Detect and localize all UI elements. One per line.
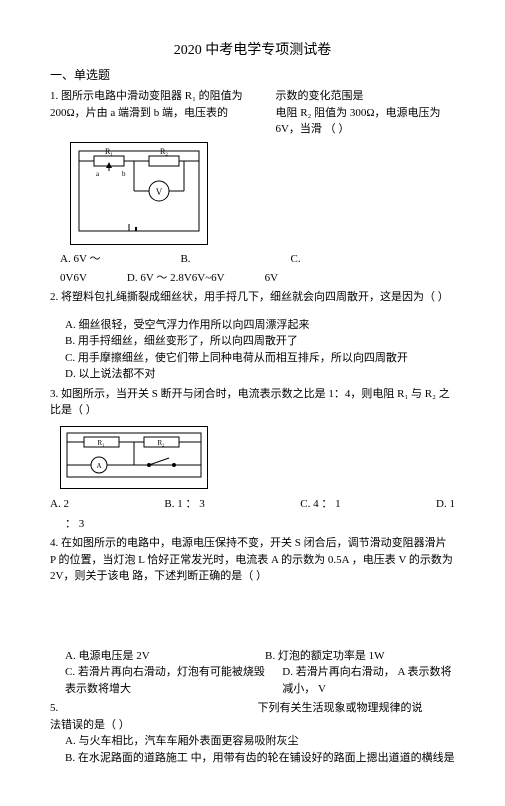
q2-opt-c: C. 用手摩擦细丝，使它们带上同种电荷从而相互排斥，所以向四周散开 xyxy=(65,350,455,367)
q1-stem-row: 1. 图所示电路中滑动变阻器 R₁ 的阻值为200Ω，片由 a 端滑到 b 端，… xyxy=(50,88,455,138)
q1-opt-b: B. xyxy=(180,251,190,268)
q1-opt-a: A. 6V ～ xyxy=(60,251,100,268)
q2-stem: 2. 将塑料包扎绳撕裂成细丝状，用手捋几下，细丝就会向四周散开，这是因为（ ） xyxy=(50,289,455,306)
q5-left: 5. 法错误的是（ ） xyxy=(50,700,248,733)
q4-diagram-placeholder xyxy=(50,588,455,648)
q3-r1-label: R₁ xyxy=(97,439,104,447)
a-label: a xyxy=(96,170,100,178)
q1-opt-c: C. xyxy=(291,251,301,268)
q1-opt-d: D. 6V ～ 2.8V6V~6V xyxy=(127,270,225,287)
q3-a-label: A xyxy=(96,462,101,470)
q4-stem: 4. 在如图所示的电路中，电源电压保持不变，开关 S 闭合后，调节滑动变阻器滑片… xyxy=(50,535,455,585)
r1-label: R₁ xyxy=(105,147,113,156)
page-title: 2020 中考电学专项测试卷 xyxy=(50,40,455,61)
q3-opt-a: A. 2 xyxy=(50,496,69,513)
q4-opt-d: D. 若滑片再向右滑动， A 表示数将减小， V xyxy=(282,664,455,697)
q1-circuit-diagram: R₁ R₂ a b V xyxy=(70,142,208,246)
q3-circuit-diagram: R₁ R₂ A xyxy=(60,426,208,490)
q3-opt-c: C. 4 ： 1 xyxy=(300,496,340,513)
r2-label: R₂ xyxy=(160,147,168,156)
b-label: b xyxy=(122,170,126,178)
q2-opt-a: A. 细丝很轻，受空气浮力作用所以向四周漂浮起来 xyxy=(65,317,455,334)
q3-opt-b: B. 1 ： 3 xyxy=(164,496,204,513)
q5-right: 下列有关生活现象或物理规律的说 xyxy=(258,700,456,733)
q1-stem-right: 示数的变化范围是 电阻 R₂ 阻值为 300Ω，电源电压为6V，当滑 （ ） xyxy=(275,88,455,138)
q2-opt-b: B. 用手捋细丝，细丝变形了，所以向四周散开了 xyxy=(65,333,455,350)
q1-stem-left: 1. 图所示电路中滑动变阻器 R₁ 的阻值为200Ω，片由 a 端滑到 b 端，… xyxy=(50,88,265,138)
q4-opt-b: B. 灯泡的额定功率是 1W xyxy=(265,648,455,665)
q3-opt-d: D. 1 xyxy=(436,496,455,513)
v-label: V xyxy=(156,187,163,197)
q3-r2-label: R₂ xyxy=(157,439,165,447)
q5-opt-a: A. 与火车相比，汽车车厢外表面更容易吸附灰尘 xyxy=(65,733,455,750)
q1-opt-a2: 0V6V xyxy=(60,270,87,287)
section-1-header: 一、单选题 xyxy=(50,66,455,84)
q2-opt-d: D. 以上说法都不对 xyxy=(65,366,455,383)
q1-options: A. 6V ～ B. C. 0V6V D. 6V ～ 2.8V6V~6V 6V xyxy=(50,251,455,286)
q1-opt-c2: 6V xyxy=(265,270,278,287)
q4-opt-c: C. 若滑片再向右滑动，灯泡有可能被烧毁 表示数将增大 xyxy=(65,664,272,697)
q3-stem: 3. 如图所示，当开关 S 断开与闭合时，电流表示数之比是 1：4，则电阻 R₁… xyxy=(50,386,455,419)
q4-opt-a: A. 电源电压是 2V xyxy=(65,648,255,665)
q5-opt-b: B. 在水泥路面的道路施工 中，用带有齿的轮在铺设好的路面上摁出道道的横线是 xyxy=(65,750,455,767)
q3-opt-tail: ： 3 xyxy=(65,516,455,533)
